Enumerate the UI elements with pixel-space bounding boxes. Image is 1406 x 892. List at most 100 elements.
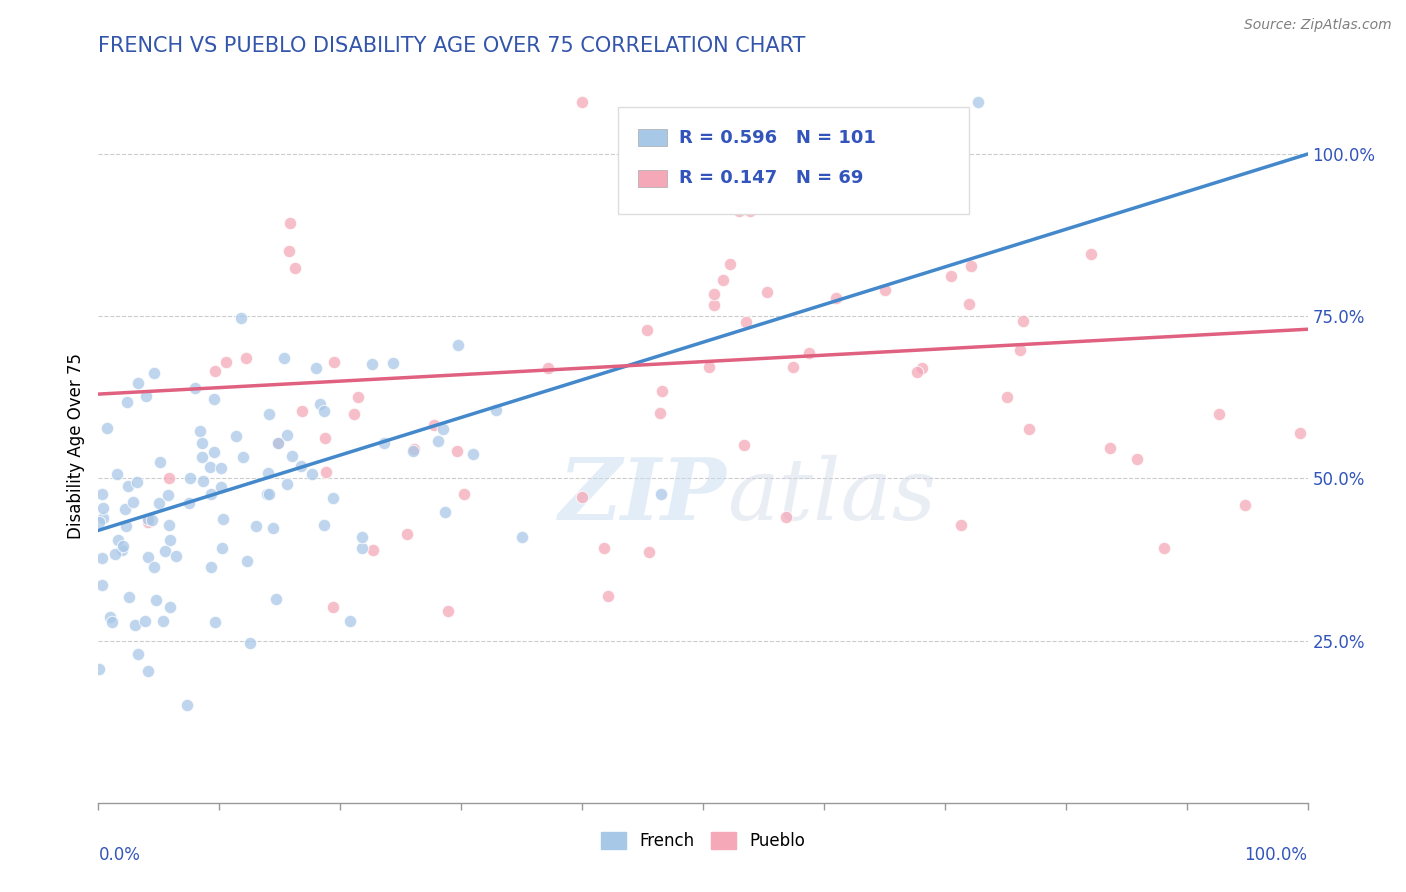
Pueblo <box>782 360 804 375</box>
Text: Source: ZipAtlas.com: Source: ZipAtlas.com <box>1244 18 1392 32</box>
Pueblo <box>278 216 301 230</box>
French <box>447 337 470 351</box>
French <box>149 455 172 469</box>
Pueblo <box>323 355 346 369</box>
Pueblo <box>911 360 934 375</box>
Pueblo <box>1080 246 1102 260</box>
Pueblo <box>703 287 725 301</box>
French <box>510 530 533 544</box>
French <box>188 424 211 438</box>
Pueblo <box>697 360 720 375</box>
French <box>301 467 323 482</box>
French <box>198 460 221 475</box>
French <box>382 355 405 369</box>
French <box>191 474 214 488</box>
French <box>98 610 121 624</box>
French <box>90 577 112 591</box>
Pueblo <box>1153 541 1175 556</box>
Pueblo <box>811 120 834 134</box>
French <box>134 614 156 628</box>
French <box>259 487 281 501</box>
French <box>127 376 149 390</box>
Pueblo <box>157 470 180 484</box>
French <box>87 662 110 676</box>
French <box>142 559 165 574</box>
French <box>159 518 181 533</box>
French <box>257 466 280 480</box>
Pueblo <box>786 174 808 188</box>
Pueblo <box>756 285 779 299</box>
Text: FRENCH VS PUEBLO DISABILITY AGE OVER 75 CORRELATION CHART: FRENCH VS PUEBLO DISABILITY AGE OVER 75 … <box>98 36 806 55</box>
French <box>114 501 136 516</box>
Pueblo <box>277 244 299 259</box>
FancyBboxPatch shape <box>638 129 666 146</box>
French <box>314 518 336 533</box>
Pueblo <box>960 260 983 274</box>
French <box>402 443 425 458</box>
French <box>107 533 129 547</box>
Pueblo <box>949 517 972 532</box>
Text: 100.0%: 100.0% <box>1244 846 1308 863</box>
French <box>105 467 128 481</box>
Pueblo <box>571 95 593 110</box>
French <box>290 458 312 473</box>
Pueblo <box>1099 441 1122 455</box>
French <box>136 550 159 565</box>
French <box>264 592 287 607</box>
French <box>145 592 167 607</box>
Pueblo <box>728 204 751 219</box>
Pueblo <box>437 605 460 619</box>
French <box>91 550 114 565</box>
French <box>235 554 257 568</box>
Pueblo <box>361 543 384 558</box>
French <box>200 560 222 574</box>
French <box>276 428 298 442</box>
French <box>183 381 205 395</box>
Pueblo <box>1010 343 1032 357</box>
French <box>259 407 281 421</box>
Pueblo <box>738 203 761 218</box>
Pueblo <box>267 436 290 450</box>
Pueblo <box>571 490 593 504</box>
French <box>209 461 232 475</box>
French <box>159 599 181 614</box>
French <box>91 500 114 515</box>
French <box>273 351 295 365</box>
French <box>225 429 247 443</box>
French <box>153 544 176 558</box>
French <box>115 395 138 409</box>
Pueblo <box>347 391 370 405</box>
Pueblo <box>1012 314 1035 328</box>
French <box>191 450 214 465</box>
French <box>104 547 127 561</box>
French <box>122 495 145 509</box>
French <box>484 402 506 417</box>
French <box>433 505 456 519</box>
French <box>361 357 384 371</box>
French <box>373 436 395 450</box>
Pueblo <box>957 297 980 311</box>
French <box>165 549 187 564</box>
French <box>141 513 163 527</box>
French <box>350 541 373 555</box>
Text: 0.0%: 0.0% <box>98 846 141 863</box>
French <box>276 476 298 491</box>
Legend: French, Pueblo: French, Pueblo <box>592 824 814 859</box>
French <box>179 471 201 485</box>
Pueblo <box>404 442 426 457</box>
Pueblo <box>593 541 616 555</box>
French <box>91 487 114 501</box>
French <box>267 435 290 450</box>
Pueblo <box>343 407 366 421</box>
French <box>101 615 124 629</box>
Pueblo <box>537 360 560 375</box>
French <box>118 590 141 604</box>
Pueblo <box>215 355 238 369</box>
Pueblo <box>235 351 257 366</box>
French <box>96 421 118 435</box>
Pueblo <box>775 509 797 524</box>
French <box>89 515 111 529</box>
Pueblo <box>648 196 671 211</box>
French <box>309 397 332 411</box>
Pueblo <box>799 345 821 359</box>
